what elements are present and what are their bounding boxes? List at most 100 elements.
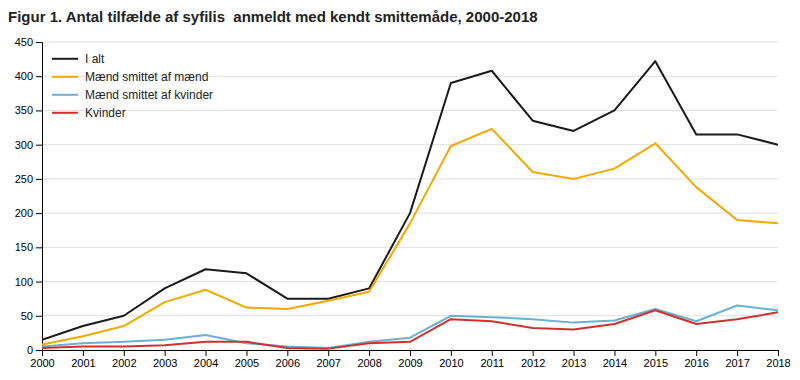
y-tick-mark	[36, 247, 42, 248]
x-axis-line	[43, 351, 779, 357]
x-tick-label: 2001	[71, 357, 95, 369]
x-tick-label: 2007	[316, 357, 340, 369]
y-tick: 150	[15, 241, 42, 253]
x-tick-label: 2013	[562, 357, 586, 369]
grid-line	[42, 281, 778, 282]
legend-label: Kvinder	[85, 106, 126, 120]
y-tick-label: 400	[15, 70, 33, 82]
legend-item: Mænd smittet af kvinder	[52, 88, 213, 102]
y-tick-label: 250	[15, 173, 33, 185]
grid-line	[42, 247, 778, 248]
y-tick: 450	[15, 36, 42, 48]
legend-label: Mænd smittet af mænd	[85, 70, 208, 84]
x-axis: 2000 2001 2002 2003 2004 2005 2006 2007 2008 2009…	[30, 350, 790, 369]
x-tick-mark	[83, 350, 84, 356]
y-tick-label: 350	[15, 104, 33, 116]
y-tick-label: 150	[15, 241, 33, 253]
y-tick: 300	[15, 139, 42, 151]
x-tick: 2002	[112, 350, 136, 369]
x-tick: 2013	[562, 350, 586, 369]
legend-swatch	[52, 94, 78, 96]
x-tick: 2000	[30, 350, 54, 369]
legend-item: I alt	[52, 52, 105, 66]
y-tick-mark	[36, 316, 42, 317]
y-grid	[42, 42, 778, 350]
legend-label: Mænd smittet af kvinder	[85, 88, 213, 102]
legend-label: I alt	[85, 52, 105, 66]
y-tick: 250	[15, 173, 42, 185]
y-tick-label: 450	[15, 36, 33, 48]
y-tick: 400	[15, 70, 42, 82]
x-tick: 2003	[153, 350, 177, 369]
x-tick-label: 2004	[194, 357, 218, 369]
x-tick: 2017	[725, 350, 749, 369]
x-tick-mark	[328, 350, 329, 356]
y-tick-mark	[36, 110, 42, 111]
x-tick: 2005	[235, 350, 259, 369]
x-tick-label: 2006	[276, 357, 300, 369]
x-tick: 2015	[644, 350, 668, 369]
legend-swatch	[52, 76, 78, 78]
x-tick-mark	[287, 350, 288, 356]
x-tick: 2010	[439, 350, 463, 369]
chart: Figur 1. Antal tilfælde af syfilis anmel…	[0, 0, 800, 380]
y-tick-mark	[36, 145, 42, 146]
series-line	[42, 306, 778, 348]
x-tick-label: 2012	[521, 357, 545, 369]
x-tick-mark	[614, 350, 615, 356]
x-tick-mark	[778, 350, 779, 356]
y-tick-mark	[36, 179, 42, 180]
x-tick-label: 2002	[112, 357, 136, 369]
grid-line	[42, 144, 778, 145]
y-tick-mark	[36, 42, 42, 43]
y-tick-mark	[36, 213, 42, 214]
y-tick: 0	[27, 344, 42, 356]
x-tick: 2016	[684, 350, 708, 369]
y-axis-line	[36, 43, 43, 351]
x-tick-mark	[492, 350, 493, 356]
x-tick: 2018	[766, 350, 790, 369]
y-tick: 50	[21, 310, 42, 322]
x-tick-label: 2017	[725, 357, 749, 369]
x-tick-mark	[165, 350, 166, 356]
x-tick: 2014	[603, 350, 627, 369]
x-tick-label: 2008	[357, 357, 381, 369]
x-tick: 2009	[398, 350, 422, 369]
x-tick-label: 2016	[684, 357, 708, 369]
x-tick-mark	[206, 350, 207, 356]
x-tick-label: 2000	[30, 357, 54, 369]
y-tick-label: 50	[21, 310, 33, 322]
y-tick-label: 200	[15, 207, 33, 219]
y-tick: 200	[15, 207, 42, 219]
x-tick-mark	[655, 350, 656, 356]
series-line	[42, 310, 778, 348]
x-tick-mark	[451, 350, 452, 356]
x-tick: 2008	[357, 350, 381, 369]
x-tick-mark	[369, 350, 370, 356]
x-tick-mark	[574, 350, 575, 356]
legend-item: Kvinder	[52, 106, 126, 120]
x-tick-mark	[696, 350, 697, 356]
x-tick-label: 2015	[644, 357, 668, 369]
y-tick: 350	[15, 104, 42, 116]
x-tick-label: 2005	[235, 357, 259, 369]
x-tick: 2007	[316, 350, 340, 369]
title: Figur 1. Antal tilfælde af syfilis anmel…	[8, 8, 538, 25]
y-tick-mark	[36, 350, 42, 351]
x-tick-label: 2010	[439, 357, 463, 369]
legend-swatch	[52, 112, 78, 114]
x-tick-mark	[410, 350, 411, 356]
x-tick-mark	[533, 350, 534, 356]
x-tick: 2012	[521, 350, 545, 369]
y-tick: 100	[15, 276, 42, 288]
x-tick-mark	[124, 350, 125, 356]
x-tick-mark	[737, 350, 738, 356]
grid-line	[42, 110, 778, 111]
grid-line	[42, 42, 778, 43]
y-tick-label: 300	[15, 139, 33, 151]
y-tick-mark	[36, 282, 42, 283]
y-tick-label: 0	[27, 344, 33, 356]
lines	[42, 61, 778, 348]
legend: I alt Mænd smittet af mænd Mænd smittet af…	[52, 52, 213, 120]
x-tick-label: 2003	[153, 357, 177, 369]
